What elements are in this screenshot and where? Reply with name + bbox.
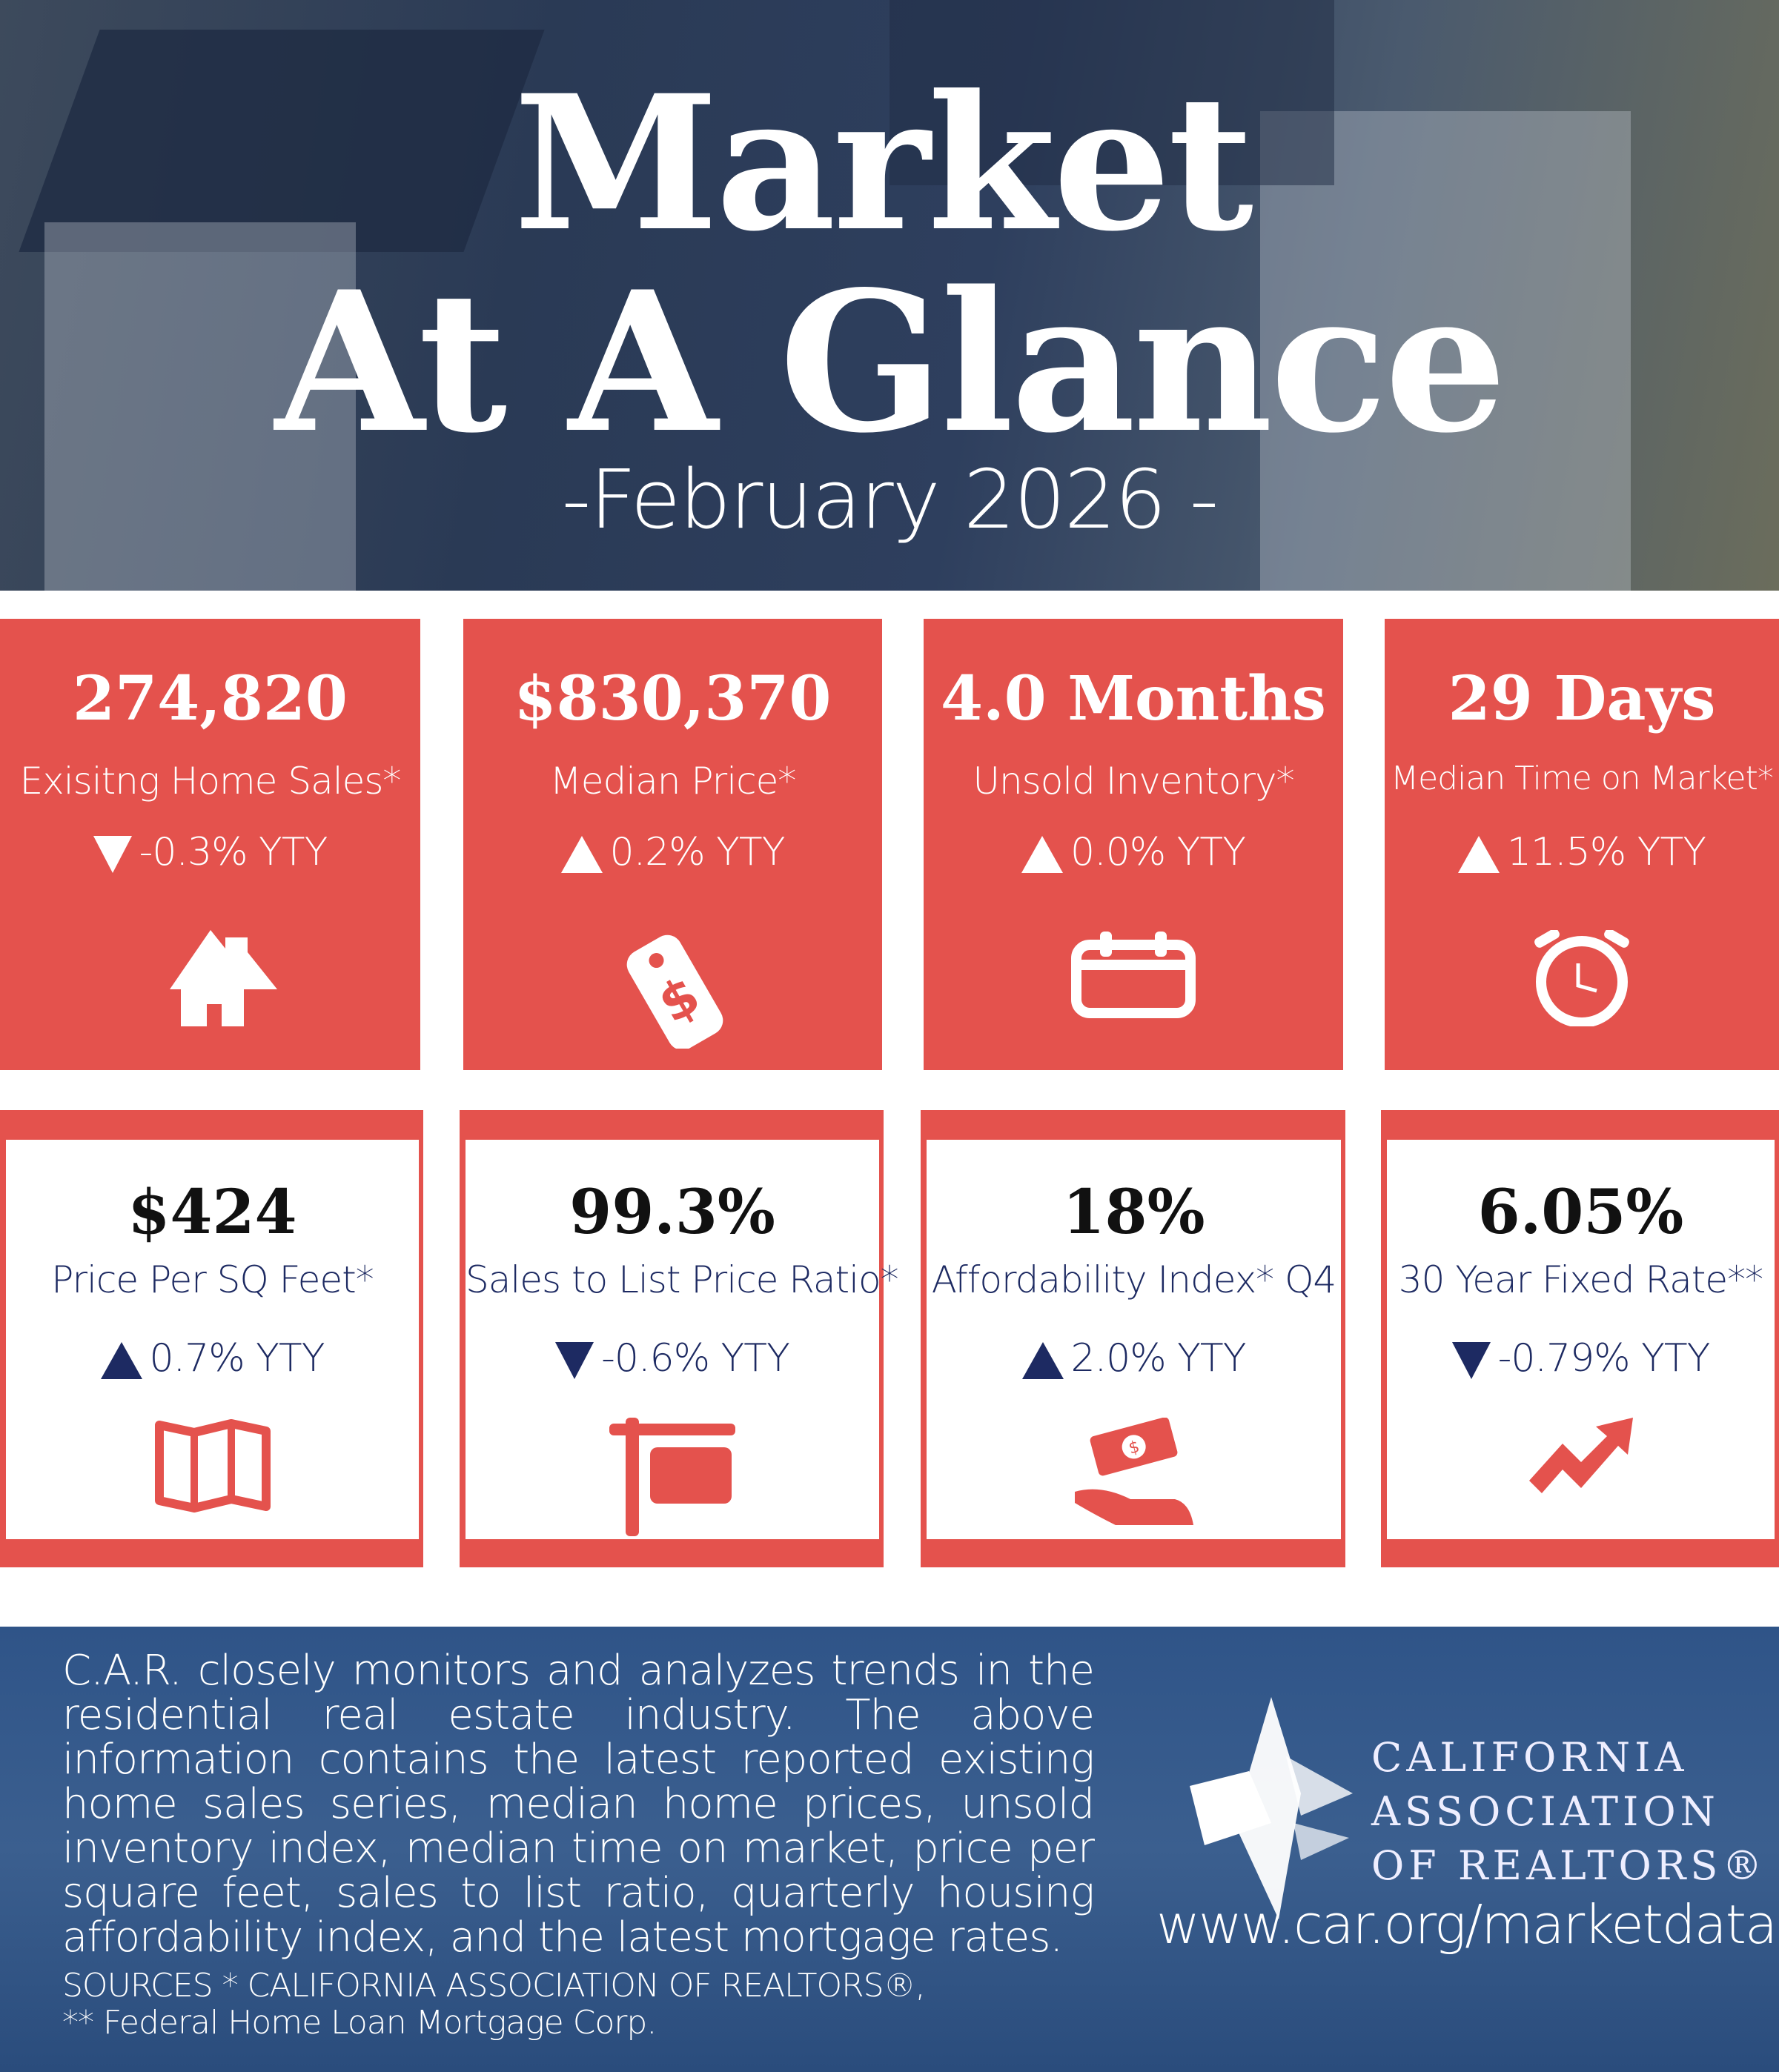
stat-card-median-price: $830,370 Median Price* 0.2% YTY $ <box>463 619 882 1070</box>
stat-change: 0.2% YTY <box>463 830 882 874</box>
car-logo-icon <box>1190 1697 1353 1919</box>
map-icon <box>154 1419 271 1513</box>
stat-card-affordability: 18% Affordability Index* Q4 2.0% YTY $ <box>921 1110 1345 1567</box>
market-data-link[interactable]: www.car.org/marketdata <box>1156 1893 1778 1956</box>
stat-card-home-sales: 274,820 Exisitng Home Sales* -0.3% YTY <box>0 619 420 1070</box>
stat-label: Sales to List Price Ratio* <box>466 1258 899 1301</box>
stat-value: 274,820 <box>73 663 348 734</box>
stat-card-unsold-inventory: 4.0 Months Unsold Inventory* 0.0% YTY <box>924 619 1343 1070</box>
stat-card-price-per-sqft: $424 Price Per SQ Feet* 0.7% YTY <box>0 1110 423 1567</box>
stat-change: -0.3% YTY <box>0 830 420 874</box>
footer: C.A.R. closely monitors and analyzes tre… <box>0 1627 1779 2072</box>
arrow-up-icon <box>100 1342 142 1379</box>
alarm-clock-icon <box>1534 930 1629 1026</box>
house-icon <box>169 930 277 1026</box>
stat-value: 99.3% <box>569 1177 775 1248</box>
stat-value: $424 <box>127 1177 297 1248</box>
for-sale-sign-icon <box>609 1418 735 1536</box>
stat-value: 29 Days <box>1448 663 1716 734</box>
stat-label: Price Per SQ Feet* <box>51 1258 374 1301</box>
arrow-down-icon <box>93 836 132 873</box>
page-title-line1: Market <box>513 54 1253 272</box>
arrow-up-icon <box>560 836 603 873</box>
arrow-down-icon <box>555 1342 594 1379</box>
hero-banner: Market At A Glance -February 2026 - <box>0 0 1779 591</box>
stat-value: 4.0 Months <box>941 663 1326 734</box>
page-title-line2: At A Glance <box>274 250 1507 476</box>
money-hand-icon: $ <box>1074 1418 1193 1525</box>
stat-label: Median Price* <box>549 760 797 803</box>
stat-label: Unsold Inventory* <box>973 760 1294 803</box>
car-logo-text: CALIFORNIA ASSOCIATION OF REALTORS® <box>1371 1734 1767 1889</box>
stat-value: 18% <box>1062 1177 1205 1248</box>
stat-change: 0.0% YTY <box>924 830 1343 874</box>
stat-value: $830,370 <box>514 663 832 734</box>
stat-change: -0.6% YTY <box>466 1336 879 1381</box>
stat-label: Affordability Index* Q4 <box>931 1258 1336 1301</box>
arrow-up-icon <box>1021 1342 1064 1379</box>
stat-label: Exisitng Home Sales* <box>19 760 402 803</box>
stat-change: 2.0% YTY <box>927 1336 1341 1381</box>
footer-description: C.A.R. closely monitors and analyzes tre… <box>62 1647 1095 1962</box>
stat-value: 6.05% <box>1477 1177 1684 1248</box>
price-tag-icon: $ <box>626 934 723 1049</box>
stat-card-fixed-rate: 6.05% 30 Year Fixed Rate** -0.79% YTY <box>1381 1110 1779 1567</box>
svg-text:$: $ <box>1127 1438 1142 1458</box>
trend-arrow-icon <box>1528 1418 1633 1493</box>
stat-change: 0.7% YTY <box>6 1336 419 1381</box>
arrow-up-icon <box>1021 836 1064 873</box>
stat-change: 11.5% YTY <box>1385 830 1779 874</box>
arrow-up-icon <box>1457 836 1500 873</box>
stat-label: Median Time on Market* <box>1391 760 1774 797</box>
stat-label: 30 Year Fixed Rate** <box>1398 1258 1763 1301</box>
stat-card-sales-to-list: 99.3% Sales to List Price Ratio* -0.6% Y… <box>460 1110 899 1567</box>
stat-change: -0.79% YTY <box>1387 1336 1775 1381</box>
stat-card-time-on-market: 29 Days Median Time on Market* 11.5% YTY <box>1385 619 1779 1070</box>
sources: SOURCES * CALIFORNIA ASSOCIATION OF REAL… <box>62 1967 926 2042</box>
arrow-down-icon <box>1451 1342 1491 1379</box>
page-subtitle: -February 2026 - <box>561 452 1219 547</box>
calendar-icon <box>1071 932 1196 1018</box>
